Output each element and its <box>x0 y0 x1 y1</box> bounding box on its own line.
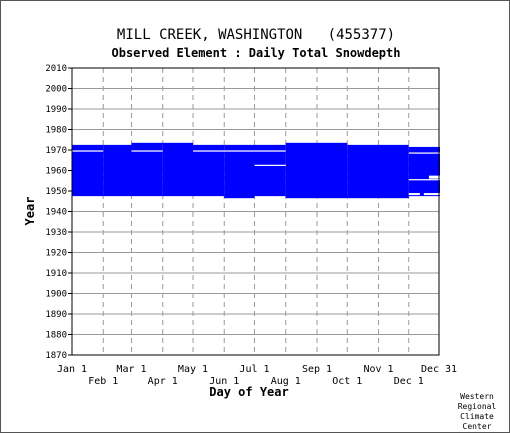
x-tick-label: May 1 <box>178 364 208 375</box>
x-tick-label: Jun 1 <box>209 376 239 387</box>
data-block <box>103 144 132 197</box>
data-block <box>192 144 225 197</box>
chart-title: MILL CREEK, WASHINGTON (455377) <box>117 27 395 43</box>
y-tick-label: 1960 <box>45 167 67 177</box>
x-tick-label: Apr 1 <box>148 376 178 387</box>
data-gap <box>408 152 441 154</box>
y-tick-label: 1900 <box>45 290 67 300</box>
x-tick-label: Sep 1 <box>302 364 332 375</box>
data-block <box>285 142 318 199</box>
x-tick-label: Dec 31 <box>421 364 457 375</box>
data-marks <box>72 142 441 199</box>
y-tick-label: 1870 <box>45 351 67 361</box>
credit-line-1: Western <box>460 392 494 401</box>
y-tick-label: 2010 <box>45 64 67 74</box>
x-tick-label: Jul 1 <box>239 364 269 375</box>
data-block <box>347 144 379 199</box>
data-block <box>224 144 255 199</box>
data-block <box>408 146 441 197</box>
data-gap <box>408 179 441 181</box>
x-tick-label: Feb 1 <box>88 376 118 387</box>
data-gap <box>254 164 286 166</box>
x-axis-label: Day of Year <box>209 385 288 399</box>
y-tick-label: 2000 <box>45 85 67 95</box>
y-tick-label: 1910 <box>45 269 67 279</box>
x-tick-label: Aug 1 <box>271 376 301 387</box>
chart-subtitle: Observed Element : Daily Total Snowdepth <box>112 46 401 60</box>
data-block <box>254 144 286 197</box>
data-gap <box>408 193 420 196</box>
x-tick-label: Oct 1 <box>332 376 362 387</box>
y-tick-label: 1880 <box>45 331 67 341</box>
data-block <box>162 142 193 197</box>
x-tick-label: Mar 1 <box>116 364 146 375</box>
plot-border <box>71 67 440 356</box>
data-block <box>378 144 409 199</box>
credit-block: Western Regional Climate Center <box>458 392 497 431</box>
data-gap <box>192 150 255 152</box>
data-gaps <box>72 150 441 196</box>
x-tick-label: Nov 1 <box>363 364 393 375</box>
y-tick-label: 1990 <box>45 105 67 115</box>
y-tick-label: 1980 <box>45 126 67 136</box>
credit-line-4: Center <box>463 422 492 431</box>
y-tick-label: 1920 <box>45 249 67 259</box>
data-gap <box>72 150 104 152</box>
x-tick-label: Jan 1 <box>57 364 87 375</box>
y-tick-label: 1890 <box>45 310 67 320</box>
y-axis-label: Year <box>23 197 37 226</box>
data-gap <box>428 175 441 179</box>
data-block <box>72 144 104 197</box>
y-tick-label: 1940 <box>45 208 67 218</box>
y-tick-labels: 1870 1880 1890 1900 1910 1920 1930 1940 1950 1960… <box>45 64 72 361</box>
x-tick-labels: Jan 1 Mar 1 May 1 Jul 1 Sep 1 Nov 1 Dec 31 Feb … <box>57 364 457 387</box>
data-gap <box>254 150 286 152</box>
y-tick-label: 1930 <box>45 228 67 238</box>
y-tick-label: 1950 <box>45 187 67 197</box>
y-tick-label: 1970 <box>45 146 67 156</box>
x-tick-label: Dec 1 <box>394 376 424 387</box>
data-gap <box>423 193 441 196</box>
credit-line-2: Regional <box>458 402 497 411</box>
data-block <box>131 142 163 197</box>
data-gap <box>131 150 163 152</box>
data-block <box>317 142 348 199</box>
credit-line-3: Climate <box>460 412 494 421</box>
